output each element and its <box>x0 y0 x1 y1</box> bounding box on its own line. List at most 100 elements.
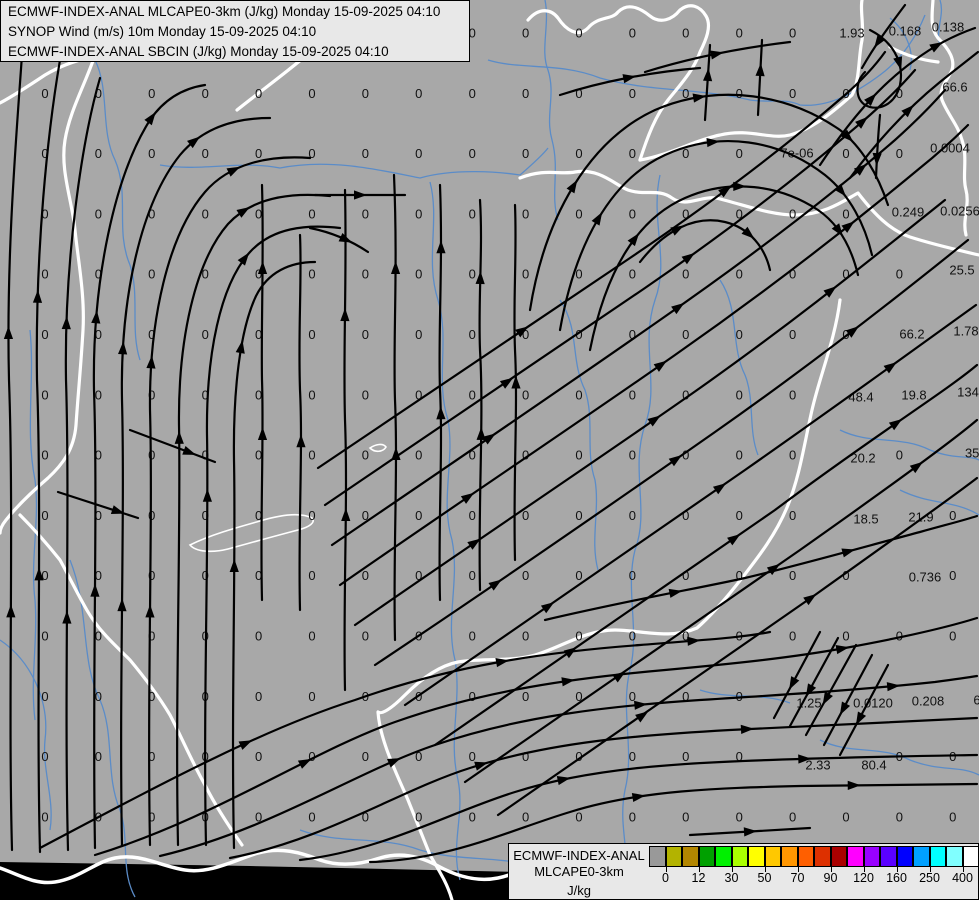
grid-zero-value: 0 <box>41 267 48 282</box>
grid-zero-value: 0 <box>789 267 796 282</box>
colorbar-tick-label: 250 <box>919 871 940 885</box>
streamline-arrowhead-icon <box>511 375 521 389</box>
wind-streamline <box>838 663 890 757</box>
colorbar-cell <box>946 846 963 867</box>
wind-streamline <box>818 26 977 167</box>
country-border-line <box>526 4 711 162</box>
colorbar <box>649 846 979 867</box>
grid-zero-value: 0 <box>629 86 636 101</box>
streamline-arrowhead-icon <box>823 286 837 298</box>
grid-zero-value: 0 <box>842 809 849 824</box>
grid-zero-value: 0 <box>949 629 956 644</box>
station-value-label: 66.2 <box>899 327 924 342</box>
grid-zero-value: 0 <box>682 267 689 282</box>
station-value-label: 134 <box>957 385 979 400</box>
streamline-arrowhead-icon <box>117 598 127 612</box>
grid-zero-value: 0 <box>682 508 689 523</box>
grid-zero-value: 0 <box>469 809 476 824</box>
grid-zero-value: 0 <box>682 749 689 764</box>
streamline-arrowhead-icon <box>687 636 701 646</box>
grid-zero-value: 0 <box>362 568 369 583</box>
wind-streamline <box>353 198 947 627</box>
streamline-arrowhead-icon <box>668 455 683 467</box>
streamline-arrowhead-icon <box>296 434 306 448</box>
streamline-arrowhead-icon <box>841 548 856 558</box>
streamline-arrowhead-icon <box>556 776 571 786</box>
streamline-arrowhead-icon <box>681 252 695 265</box>
river-line <box>559 299 599 571</box>
grid-zero-value: 0 <box>629 749 636 764</box>
streamline-arrowhead-icon <box>341 507 351 522</box>
wind-streamline <box>343 188 348 692</box>
grid-zero-value: 0 <box>896 809 903 824</box>
wind-streamline <box>260 183 264 602</box>
wind-streamline <box>772 630 822 720</box>
grid-zero-value: 0 <box>629 448 636 463</box>
streamline-arrowhead-icon <box>540 602 555 614</box>
station-value-label: 48.4 <box>848 390 873 405</box>
colorbar-cell <box>830 846 847 867</box>
streamline-arrowhead-icon <box>741 226 755 239</box>
wind-streamline <box>543 514 979 622</box>
legend-box: ECMWF-INDEX-ANAL MLCAPE0-3km J/kg 0 12 30 5… <box>508 843 979 900</box>
grid-zero-value: 0 <box>308 327 315 342</box>
grid-zero-value: 0 <box>362 267 369 282</box>
grid-zero-value: 0 <box>148 508 155 523</box>
grid-zero-value: 0 <box>415 568 422 583</box>
colorbar-tick-mark <box>698 867 700 872</box>
streamline-arrowhead-icon <box>144 112 156 126</box>
streamline-arrowhead-icon <box>929 42 943 53</box>
grid-zero-value: 0 <box>522 689 529 704</box>
wind-streamline <box>316 50 887 470</box>
grid-zero-value: 0 <box>575 508 582 523</box>
streamline-arrowhead-icon <box>238 740 253 750</box>
streamline-arrowhead-icon <box>34 567 44 581</box>
colorbar-tick-label: 30 <box>724 871 739 885</box>
grid-zero-value: 0 <box>255 206 262 221</box>
grid-zero-value: 0 <box>682 327 689 342</box>
lake-outline <box>368 443 387 453</box>
grid-zero-value: 0 <box>202 267 209 282</box>
colorbar-tick-mark <box>764 867 766 872</box>
station-value-label: 0.0256 <box>940 204 979 219</box>
streamline-arrowhead-icon <box>839 701 851 716</box>
grid-zero-value: 0 <box>949 809 956 824</box>
streamline-arrowhead-icon <box>174 430 184 444</box>
grid-zero-value: 0 <box>575 327 582 342</box>
grid-zero-value: 0 <box>202 86 209 101</box>
country-border-line <box>930 0 969 237</box>
grid-zero-value: 0 <box>629 327 636 342</box>
grid-zero-value: 0 <box>308 689 315 704</box>
streamline-arrowhead-icon <box>61 316 71 330</box>
wind-streamline <box>392 173 398 642</box>
grid-zero-value: 0 <box>682 206 689 221</box>
grid-zero-value: 0 <box>469 629 476 644</box>
grid-zero-value: 0 <box>95 387 102 402</box>
grid-zero-value: 0 <box>308 146 315 161</box>
wind-streamline <box>231 260 317 850</box>
wind-streamline <box>433 363 979 747</box>
grid-zero-value: 0 <box>896 86 903 101</box>
river-line <box>719 279 759 456</box>
streamline-arrowhead-icon <box>845 326 859 338</box>
streamline-arrowhead-icon <box>841 221 855 233</box>
grid-zero-value: 0 <box>148 749 155 764</box>
streamline-arrowhead-icon <box>631 792 646 803</box>
streamline-arrowhead-icon <box>235 340 245 354</box>
grid-zero-value: 0 <box>41 629 48 644</box>
grid-zero-value: 0 <box>41 146 48 161</box>
station-value-label: 7e-06 <box>780 146 813 161</box>
colorbar-tick-mark <box>830 867 832 872</box>
streamline-arrowhead-icon <box>561 677 575 687</box>
grid-zero-value: 0 <box>575 146 582 161</box>
grid-zero-value: 0 <box>41 86 48 101</box>
grid-zero-value: 0 <box>789 26 796 41</box>
grid-zero-value: 0 <box>736 568 743 583</box>
country-border-line <box>0 53 97 535</box>
colorbar-cell <box>880 846 897 867</box>
station-value-label: 35. <box>965 446 979 461</box>
grid-zero-value: 0 <box>789 448 796 463</box>
grid-zero-value: 0 <box>842 206 849 221</box>
grid-zero-value: 0 <box>415 146 422 161</box>
